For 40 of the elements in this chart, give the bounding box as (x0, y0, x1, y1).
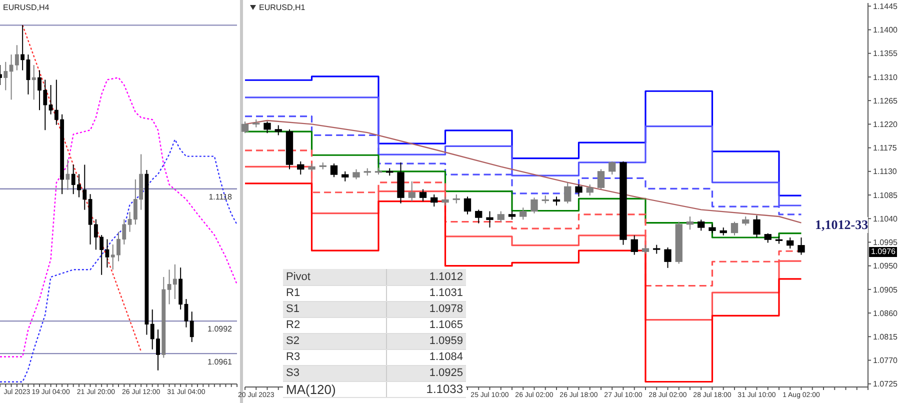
y-tick-label: 1.1265 (873, 96, 898, 106)
annotation: 1.1031 (386, 285, 466, 301)
y-tick-label: 1.1310 (873, 72, 898, 82)
y-tick-label: 1.1175 (873, 144, 898, 153)
chart-title: EURUSD,H4 (3, 3, 50, 12)
annotation: 1.0978 (386, 301, 466, 317)
y-tick-label: 1.1445 (873, 2, 898, 11)
annotation: 1,1012-33 (815, 217, 868, 233)
y-tick-label: 1.0905 (873, 285, 898, 294)
y-tick-label: 1.1040 (873, 214, 898, 224)
ref-line-label: 1.0961 (208, 357, 233, 366)
annotation: R3 (283, 349, 387, 365)
y-tick-label: 1.1220 (873, 120, 898, 130)
annotation: 1.1012 (386, 269, 466, 285)
annotation: R2 (283, 317, 387, 333)
annotation: 1.0925 (386, 365, 466, 381)
y-tick-label: 1.0995 (873, 238, 898, 248)
annotation: Pivot (283, 269, 387, 285)
y-tick-label: 1.0725 (873, 380, 898, 389)
annotation: R1 (283, 285, 387, 301)
annotation: S2 (283, 333, 387, 349)
annotation: S3 (283, 365, 387, 381)
y-tick-label: 1.1085 (873, 190, 898, 200)
annotation: S1 (283, 301, 387, 317)
y-tick-label: 1.0770 (873, 356, 898, 366)
y-tick-label: 1.1400 (873, 26, 898, 35)
annotation: MA(120) (283, 381, 387, 397)
ref-line-label: 1.1118 (208, 192, 233, 202)
y-tick-label: 1.0815 (873, 332, 898, 342)
chart-title: EURUSD,H1 (259, 3, 306, 12)
y-tick-label: 1.1355 (873, 49, 898, 58)
ref-line-label: 1.0992 (208, 324, 233, 334)
annotation: 1.0976 (869, 247, 898, 258)
annotation: 1.1033 (386, 381, 466, 397)
y-tick-label: 1.1130 (873, 167, 898, 176)
y-tick-label: 1.0860 (873, 308, 898, 318)
annotation: 1.1065 (386, 317, 466, 333)
annotation: 1.1084 (386, 349, 466, 365)
y-tick-label: 1.0950 (873, 262, 898, 271)
annotation: 1.0959 (386, 333, 466, 349)
